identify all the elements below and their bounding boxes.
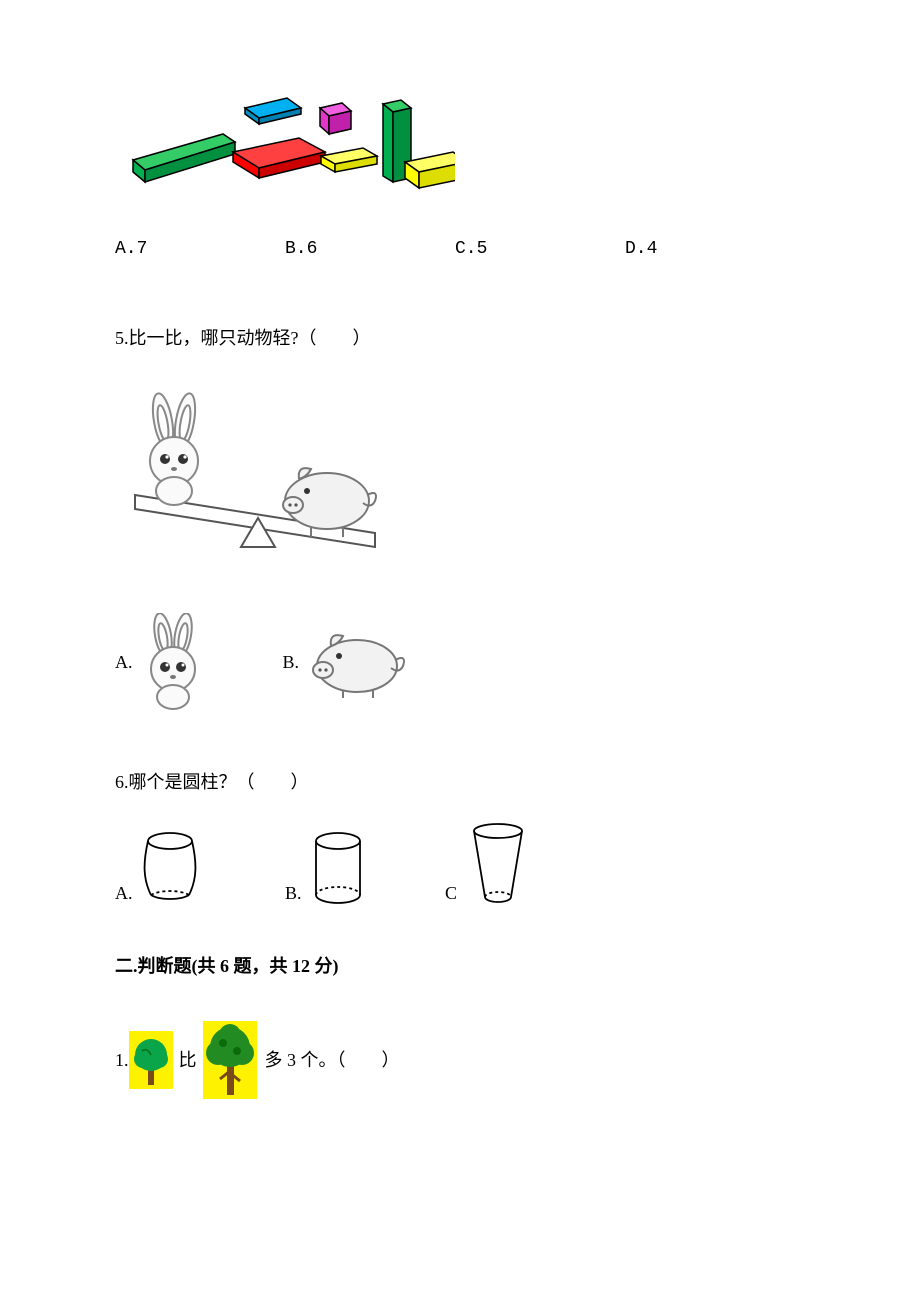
q4-option-d: D.4 xyxy=(625,235,657,264)
section-2-heading: 二.判断题(共 6 题，共 12 分) xyxy=(115,952,805,981)
tf-q1-row: 1. 比 多 3 个。（ ） xyxy=(115,1021,805,1099)
q5-option-a-rabbit-icon xyxy=(133,613,213,713)
q6-option-a-barrel-icon xyxy=(139,829,201,907)
q6-option-c-label: C xyxy=(445,879,457,908)
shapes-svg xyxy=(115,90,455,210)
q5-seesaw-svg xyxy=(115,383,415,563)
tf-q1-suffix: 多 3 个。（ ） xyxy=(265,1046,400,1075)
q4-option-b: B.6 xyxy=(285,235,455,264)
q4-option-c: C.5 xyxy=(455,235,625,264)
tf-q1-small-tree-icon xyxy=(129,1031,173,1089)
tf-q1-big-tree-icon xyxy=(203,1021,257,1099)
q4-shapes-figure xyxy=(115,90,805,210)
worksheet-page: A.7 B.6 C.5 D.4 5.比一比，哪只动物轻?（ ） xyxy=(0,0,920,1159)
q5-options-row: A. B. xyxy=(115,613,805,713)
q5-seesaw-figure xyxy=(115,383,805,563)
q6-option-b-label: B. xyxy=(285,879,302,908)
q6-options-row: A. B. xyxy=(115,821,805,907)
q6-option-a-label: A. xyxy=(115,879,133,908)
q6-text: 6.哪个是圆柱？（ ） xyxy=(115,768,805,797)
q6-option-c-frustum-icon xyxy=(463,821,533,907)
tf-q1-mid: 比 xyxy=(179,1046,197,1075)
q5-text: 5.比一比，哪只动物轻?（ ） xyxy=(115,324,805,353)
q5-option-b-label: B. xyxy=(283,648,300,677)
q4-options-row: A.7 B.6 C.5 D.4 xyxy=(115,235,805,264)
tf-q1-prefix: 1. xyxy=(115,1046,129,1075)
q4-option-a: A.7 xyxy=(115,235,285,264)
q6-option-b-cylinder-icon xyxy=(308,829,368,907)
q5-option-b-pig-icon xyxy=(299,628,409,698)
q5-option-a-label: A. xyxy=(115,648,133,677)
